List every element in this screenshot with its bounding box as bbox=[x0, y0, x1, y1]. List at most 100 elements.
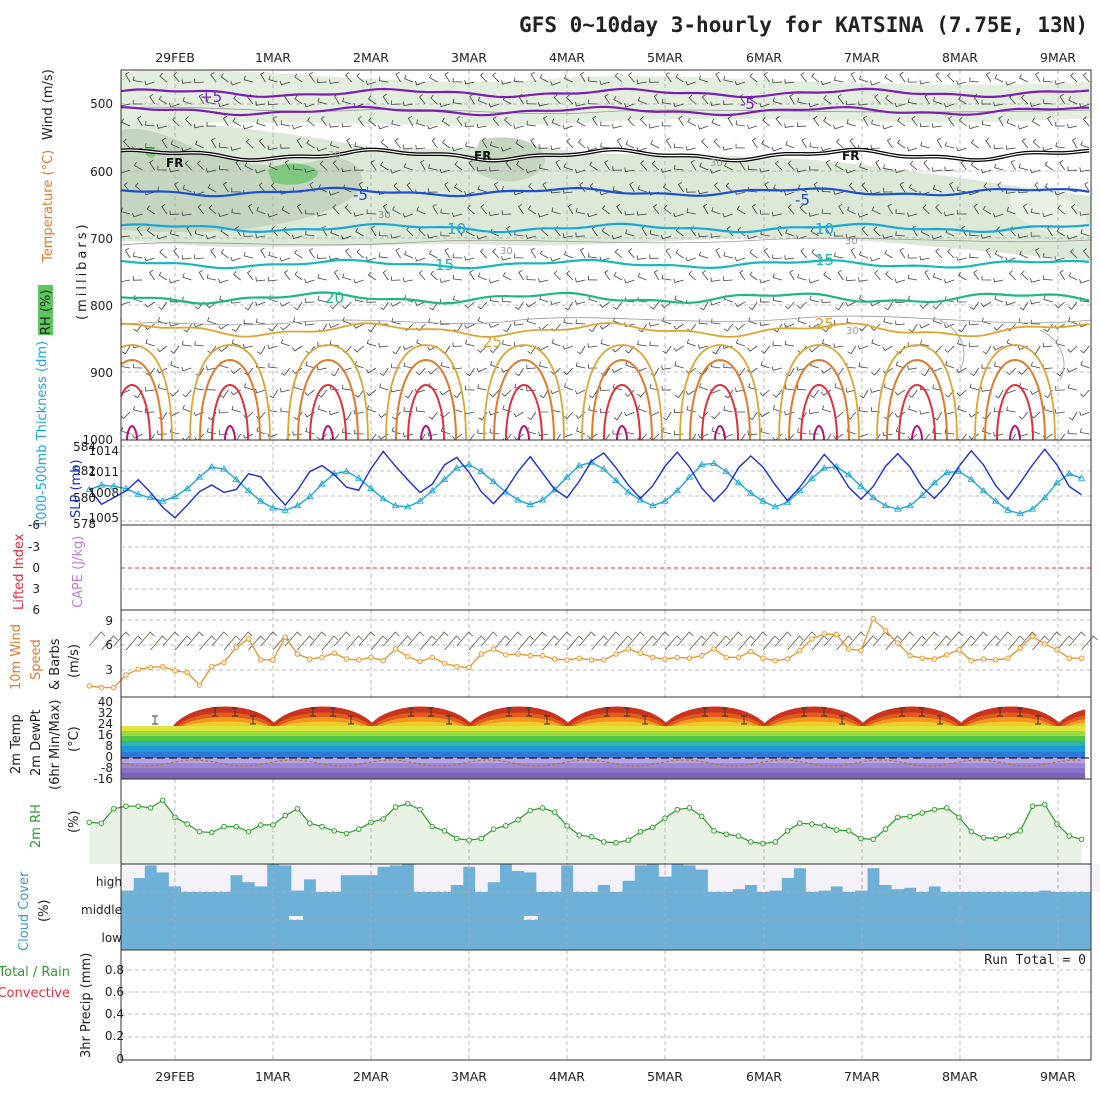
wind-barb-4 bbox=[137, 631, 155, 647]
ua-barb-228 bbox=[968, 124, 979, 130]
ua-barb-654 bbox=[378, 252, 389, 259]
date-label-top-8mar: 8MAR bbox=[942, 50, 978, 65]
ua-barb-1300 bbox=[552, 433, 561, 440]
wind-speed-point-68 bbox=[919, 655, 926, 661]
ua-barb-742 bbox=[488, 279, 500, 284]
ua-barb-194 bbox=[551, 118, 561, 127]
ua-barb-481 bbox=[197, 204, 205, 215]
ua-barb-1194 bbox=[218, 409, 229, 414]
thickness-point-69 bbox=[930, 478, 939, 486]
wind-speed-point-11 bbox=[221, 659, 227, 666]
ua-barb-495 bbox=[366, 209, 377, 215]
cloud-level-middle: middle bbox=[81, 903, 122, 917]
rh-label-1: 30 bbox=[328, 150, 341, 161]
ua-barb-1254 bbox=[957, 405, 967, 413]
ua-barb-500 bbox=[432, 203, 438, 215]
temp-minmax-1-2 bbox=[330, 707, 336, 717]
ua-barb-31 bbox=[492, 72, 500, 83]
ua-barb-293 bbox=[801, 137, 807, 149]
wind-barb-38 bbox=[554, 631, 572, 647]
ua-barb-472 bbox=[1054, 190, 1065, 196]
ua-barb-766 bbox=[789, 269, 795, 281]
ua-barb-1228 bbox=[637, 404, 647, 413]
precip-axis: 0.8 0.6 0.4 0.2 0 bbox=[105, 963, 124, 1066]
wind-speed-point-26 bbox=[405, 653, 411, 660]
ua-barb-142 bbox=[885, 94, 893, 105]
ua-barb-806 bbox=[304, 298, 315, 303]
run-total: Run Total = 0 bbox=[984, 953, 1086, 968]
ua-barb-320 bbox=[157, 165, 167, 171]
ua-barb-1076 bbox=[711, 362, 721, 369]
ua-barb-781 bbox=[973, 269, 980, 281]
ua-barb-197 bbox=[592, 115, 598, 127]
ua-barb-1132 bbox=[428, 383, 438, 391]
rh2m-point-2 bbox=[110, 806, 117, 812]
ua-barb-1195 bbox=[231, 405, 241, 413]
thickness-point-59 bbox=[808, 474, 816, 481]
temp-minmax-7-2 bbox=[919, 707, 925, 717]
ua-barb-706 bbox=[1019, 250, 1029, 259]
ua-barb-1031 bbox=[156, 367, 168, 374]
date-label-top-2mar: 2MAR bbox=[353, 50, 389, 65]
ua-barb-688 bbox=[800, 248, 807, 259]
ua-barb-353 bbox=[563, 163, 573, 171]
rh-label-6: 30 bbox=[846, 326, 859, 337]
thickness-point-12 bbox=[232, 475, 241, 482]
ua-barb-77 bbox=[1054, 80, 1065, 85]
slp-tick-1014: 1014 bbox=[88, 444, 119, 458]
rh2m-point-65 bbox=[882, 826, 889, 832]
slp-tick-1008: 1008 bbox=[88, 486, 119, 500]
ua-barb-1141 bbox=[539, 389, 549, 399]
ua-barb-188 bbox=[476, 123, 487, 129]
thickness-slp-panel: 584 582 580 578 1014 1011 1008 1005 1000… bbox=[35, 341, 1092, 531]
contour-40-8 bbox=[996, 383, 1034, 440]
ua-barb-303 bbox=[920, 141, 930, 149]
thickness-point-43 bbox=[612, 476, 620, 484]
ua-barb-300 bbox=[886, 137, 893, 149]
ua-barb-1170 bbox=[894, 389, 906, 396]
ua-barb-580 bbox=[440, 231, 450, 237]
ua-barb-105 bbox=[430, 94, 438, 105]
ua-barb-680 bbox=[698, 251, 709, 259]
ua-barb-162 bbox=[156, 124, 168, 129]
ua-barb-849 bbox=[835, 301, 844, 311]
ua-barb-151 bbox=[993, 101, 1004, 107]
ua-barb-296 bbox=[836, 138, 844, 149]
ua-barb-74 bbox=[1019, 74, 1029, 83]
wind-speed-point-18 bbox=[307, 656, 313, 662]
li-tick-minus3: -3 bbox=[28, 540, 40, 554]
ua-barb-510 bbox=[551, 207, 561, 215]
ua-barb-661 bbox=[464, 256, 475, 261]
ua-barb-36 bbox=[550, 81, 561, 86]
rh2m-line bbox=[89, 799, 1082, 845]
ua-barb-1165 bbox=[834, 383, 844, 391]
ua-barb-321 bbox=[169, 167, 180, 173]
thickness-point-68 bbox=[918, 491, 927, 498]
rh2m-point-71 bbox=[956, 814, 962, 821]
ua-barb-1054 bbox=[440, 361, 450, 369]
ua-barb-678 bbox=[675, 249, 684, 259]
ua-barb-485 bbox=[247, 203, 254, 215]
ua-barb-1073 bbox=[674, 361, 684, 369]
ua-barb-40 bbox=[599, 80, 610, 85]
thickness-tick-580: 580 bbox=[73, 491, 96, 505]
ua-barb-221 bbox=[882, 124, 893, 130]
ua-barb-953 bbox=[170, 345, 180, 354]
thickness-point-47 bbox=[661, 497, 669, 504]
ua-barb-325 bbox=[218, 165, 229, 171]
ua-barb-1291 bbox=[440, 427, 450, 435]
rh2m-point-49 bbox=[686, 805, 693, 811]
ua-barb-718 bbox=[198, 269, 205, 281]
ua-barb-687 bbox=[784, 255, 795, 260]
ua-barb-92 bbox=[267, 100, 278, 106]
ua-barb-60 bbox=[850, 71, 857, 83]
temp-tick-8: 8 bbox=[105, 739, 113, 753]
wind-tick-6: 6 bbox=[105, 638, 113, 652]
wind-barb-20 bbox=[333, 631, 351, 647]
rh2m-grid bbox=[174, 779, 1059, 864]
contour-30-10 bbox=[121, 344, 173, 440]
temp-axis: 40 32 24 16 8 0 -8 -16 bbox=[93, 695, 113, 786]
ua-barb-1238 bbox=[759, 411, 770, 418]
ua-barb-381 bbox=[909, 160, 918, 171]
ua-barb-266 bbox=[465, 142, 475, 149]
